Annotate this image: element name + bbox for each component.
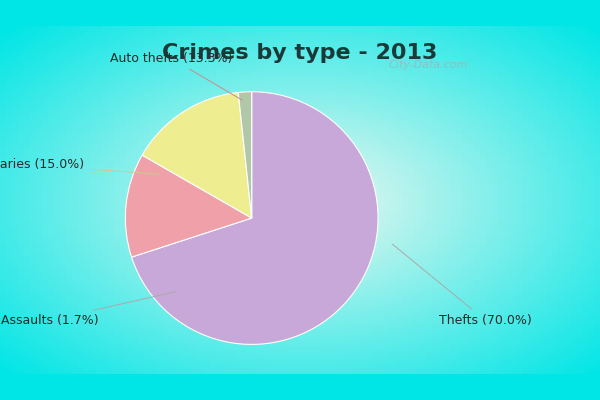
Text: Burglaries (15.0%): Burglaries (15.0%) (0, 158, 159, 174)
Text: Thefts (70.0%): Thefts (70.0%) (392, 244, 532, 327)
Text: Crimes by type - 2013: Crimes by type - 2013 (163, 44, 437, 64)
Wedge shape (238, 92, 252, 218)
Wedge shape (125, 155, 252, 257)
Wedge shape (131, 92, 378, 344)
Wedge shape (142, 92, 252, 218)
Text: Assaults (1.7%): Assaults (1.7%) (1, 292, 176, 327)
Text: Auto thefts (13.3%): Auto thefts (13.3%) (110, 52, 242, 100)
Text: City-Data.com: City-Data.com (388, 60, 468, 70)
